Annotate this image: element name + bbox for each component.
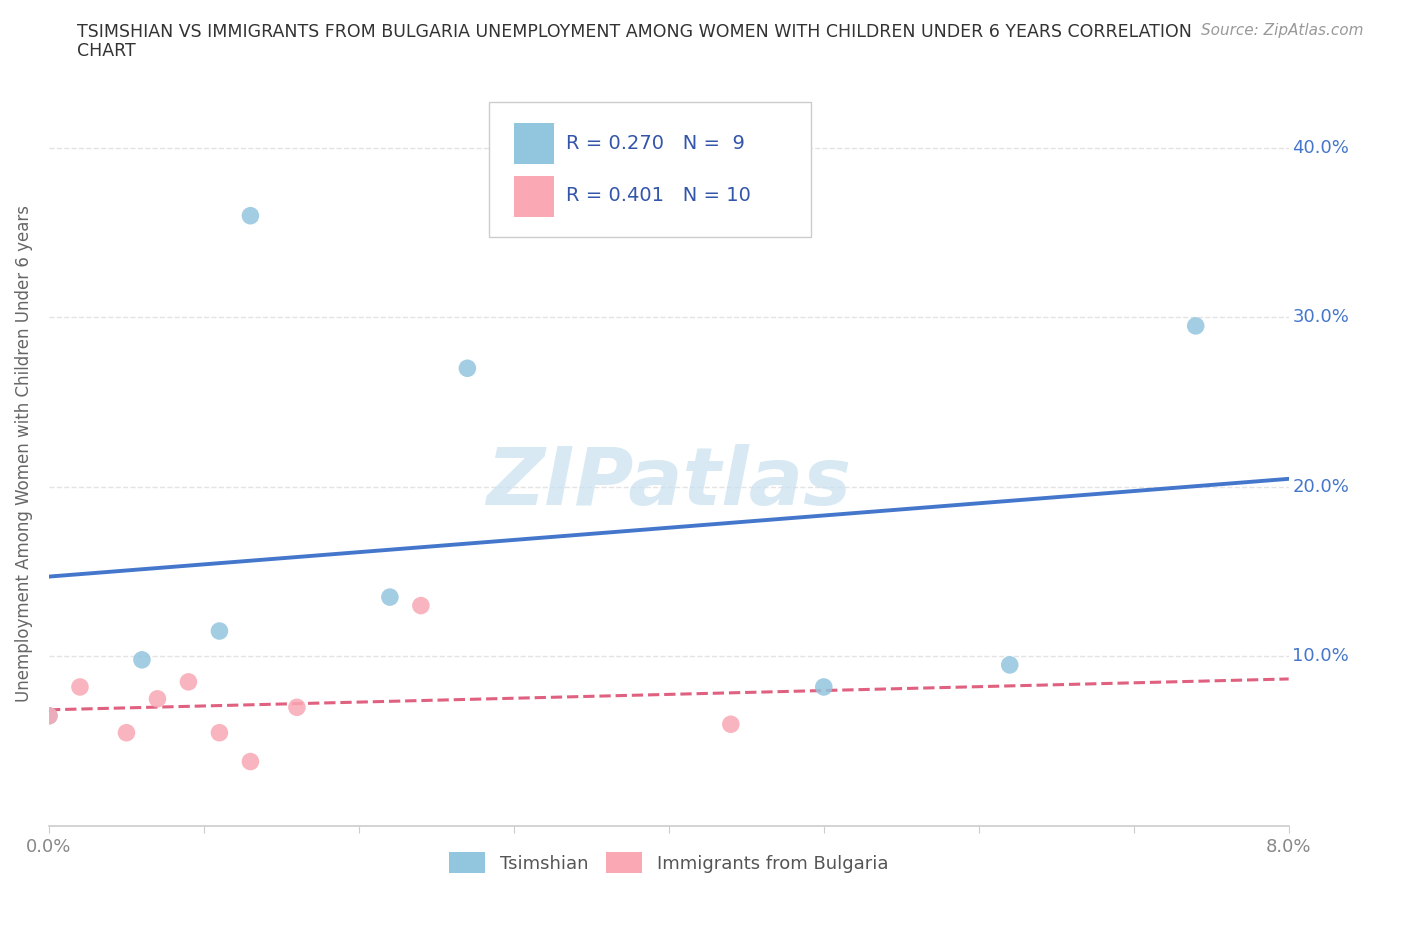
Point — [378, 590, 401, 604]
Text: TSIMSHIAN VS IMMIGRANTS FROM BULGARIA UNEMPLOYMENT AMONG WOMEN WITH CHILDREN UND: TSIMSHIAN VS IMMIGRANTS FROM BULGARIA UN… — [77, 23, 1192, 41]
Text: Source: ZipAtlas.com: Source: ZipAtlas.com — [1201, 23, 1364, 38]
Point — [1184, 318, 1206, 333]
Point — [131, 653, 153, 668]
Text: R = 0.401   N = 10: R = 0.401 N = 10 — [567, 186, 751, 206]
Point — [409, 598, 432, 613]
FancyBboxPatch shape — [489, 102, 811, 237]
Legend: Tsimshian, Immigrants from Bulgaria: Tsimshian, Immigrants from Bulgaria — [441, 845, 896, 881]
Point — [38, 709, 60, 724]
Point — [69, 680, 91, 695]
Text: 40.0%: 40.0% — [1292, 139, 1350, 157]
Point — [720, 717, 742, 732]
FancyBboxPatch shape — [513, 176, 554, 217]
Text: 20.0%: 20.0% — [1292, 478, 1350, 496]
Point — [813, 680, 835, 695]
Point — [115, 725, 138, 740]
Point — [239, 754, 262, 769]
Point — [208, 624, 231, 639]
Point — [456, 361, 478, 376]
Text: 10.0%: 10.0% — [1292, 647, 1350, 666]
FancyBboxPatch shape — [513, 123, 554, 165]
Text: R = 0.270   N =  9: R = 0.270 N = 9 — [567, 134, 745, 153]
Point — [146, 691, 169, 706]
Point — [239, 208, 262, 223]
Point — [38, 709, 60, 724]
Text: CHART: CHART — [77, 42, 136, 60]
Point — [998, 658, 1021, 672]
Text: ZIPatlas: ZIPatlas — [486, 444, 851, 522]
Point — [285, 700, 308, 715]
Point — [177, 674, 200, 689]
Y-axis label: Unemployment Among Women with Children Under 6 years: Unemployment Among Women with Children U… — [15, 205, 32, 701]
Point — [208, 725, 231, 740]
Text: 30.0%: 30.0% — [1292, 309, 1350, 326]
